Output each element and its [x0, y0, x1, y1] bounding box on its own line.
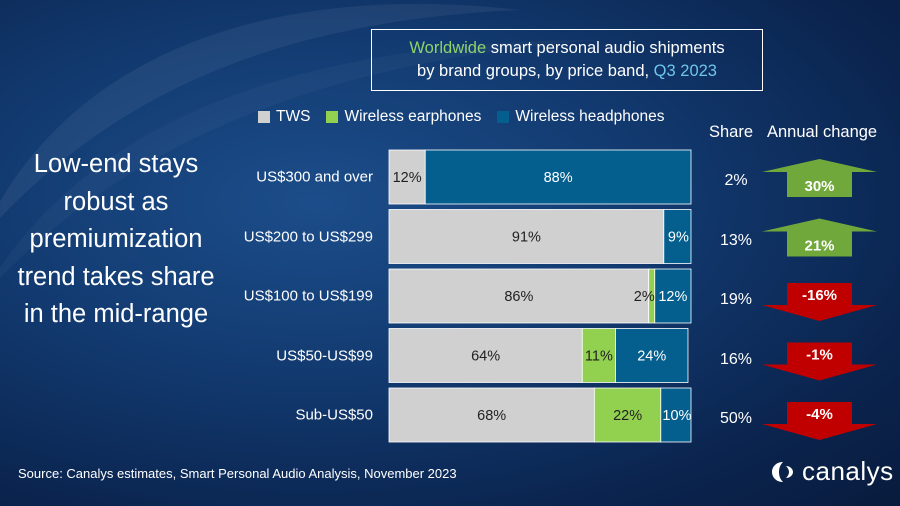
legend-swatch-wireless-headphones	[497, 111, 510, 123]
annual-change-label: -1%	[806, 347, 833, 364]
data-label-wireless-earphones: 11%	[585, 349, 613, 365]
annual-change-column-header: Annual change	[767, 123, 878, 141]
bar-segment-tws	[388, 209, 665, 264]
arrow-down-icon	[762, 342, 877, 381]
bar-segment-tws	[388, 268, 650, 324]
share-value: 50%	[719, 410, 753, 427]
annual-change-label: 30%	[804, 178, 834, 195]
bar-segment-wireless-headphones	[615, 328, 689, 383]
data-label-wireless-headphones: 12%	[658, 289, 687, 305]
bar-segment-wireless-headphones	[654, 268, 692, 324]
data-label-wireless-headphones: 9%	[668, 230, 689, 246]
legend-label-wireless-earphones: Wireless earphones	[344, 108, 482, 125]
legend-swatch-wireless-earphones	[326, 111, 339, 123]
bar-segment-wireless-headphones	[663, 209, 692, 264]
legend-label-wireless-headphones: Wireless headphones	[515, 108, 665, 125]
bar-segment-wireless-earphones	[593, 387, 662, 443]
annual-change-label: 21%	[804, 238, 834, 255]
bar-segment-wireless-earphones	[581, 328, 616, 383]
data-label-tws: 68%	[477, 408, 506, 424]
data-label-wireless-headphones: 88%	[544, 170, 573, 186]
title-highlight-worldwide: Worldwide	[409, 39, 487, 57]
legend-item-wireless-earphones: Wireless earphones	[326, 108, 481, 126]
legend-item-tws: TWS	[258, 108, 310, 126]
legend-label-tws: TWS	[276, 108, 311, 125]
bar-segment-tws	[388, 328, 583, 383]
bar-segment-tws	[388, 149, 426, 205]
share-value: 2%	[724, 172, 748, 189]
arrow-up-icon	[762, 218, 877, 257]
arrow-down-icon	[762, 402, 877, 440]
bar-segment-wireless-headphones	[660, 387, 692, 443]
title-line-1: Worldwide smart personal audio shipments	[409, 37, 724, 60]
data-label-tws: 91%	[512, 230, 541, 246]
data-label-wireless-headphones: 10%	[662, 408, 691, 424]
share-value: 13%	[719, 231, 753, 249]
chart-title: Worldwide smart personal audio shipments…	[371, 29, 763, 91]
bar-segment-wireless-headphones	[424, 149, 692, 205]
data-label-tws: 86%	[504, 289, 533, 305]
chart-legend: TWS Wireless earphones Wireless headphon…	[258, 108, 664, 126]
title-text-1: smart personal audio shipments	[486, 39, 725, 57]
share-column-header: Share	[709, 123, 754, 141]
share-value: 16%	[719, 350, 753, 368]
title-text-2: by brand groups, by price band,	[417, 62, 654, 80]
canalys-logo-text: canalys	[802, 456, 894, 486]
category-label: US$50-US$99	[276, 347, 373, 364]
share-value: 19%	[719, 291, 753, 308]
data-label-tws: 64%	[471, 349, 500, 365]
data-label-wireless-headphones: 24%	[637, 349, 666, 365]
headline-text: Low-end stays robust as premiumization t…	[17, 150, 215, 328]
data-label-wireless-earphones: 2%	[634, 289, 655, 305]
category-label: Sub-US$50	[295, 406, 373, 424]
arrow-up-icon	[762, 159, 877, 197]
bar-segment-tws	[388, 387, 595, 443]
canalys-logo: canalys	[770, 456, 894, 487]
title-period: Q3 2023	[653, 62, 717, 80]
category-label: US$300 and over	[256, 168, 373, 186]
arrow-down-icon	[762, 283, 877, 321]
annual-change-label: -4%	[806, 406, 833, 423]
source-note: Source: Canalys estimates, Smart Persona…	[18, 466, 457, 481]
category-label: US$200 to US$299	[243, 228, 373, 245]
category-label: US$100 to US$199	[243, 287, 373, 305]
title-line-2: by brand groups, by price band, Q3 2023	[417, 60, 717, 83]
legend-item-wireless-headphones: Wireless headphones	[497, 108, 664, 126]
annual-change-label: -16%	[802, 287, 837, 304]
legend-swatch-tws	[258, 111, 270, 123]
data-label-wireless-earphones: 22%	[613, 408, 642, 424]
canalys-logo-icon	[772, 461, 793, 482]
data-label-tws: 12%	[393, 170, 422, 186]
